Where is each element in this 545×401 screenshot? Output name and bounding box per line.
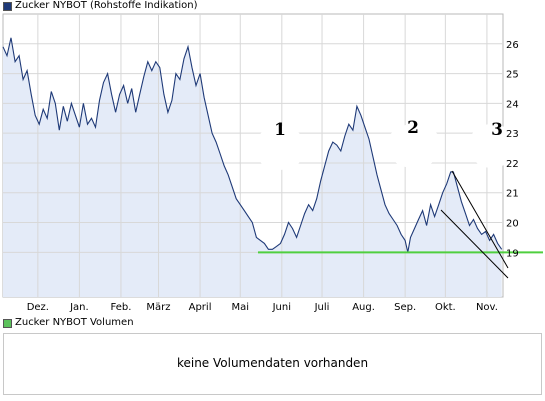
volume-legend-swatch — [3, 319, 12, 328]
x-tick-label: Okt. — [435, 302, 456, 313]
price-area — [3, 37, 502, 298]
volume-panel: keine Volumendaten vorhanden — [3, 333, 542, 395]
x-tick-label: Juli — [314, 302, 330, 313]
x-tick-label: April — [189, 302, 212, 313]
annotation-2-backdrop — [386, 124, 442, 168]
volume-empty-message: keine Volumendaten vorhanden — [176, 356, 369, 370]
x-tick-label: Dez. — [27, 302, 49, 313]
annotation-3-backdrop — [468, 124, 516, 168]
x-tick-label: März — [146, 302, 170, 313]
x-tick-label: Aug. — [352, 302, 375, 313]
x-tick-label: Juni — [272, 302, 291, 313]
volume-legend-label: Zucker NYBOT Volumen — [15, 317, 134, 328]
y-tick-label: 19 — [506, 248, 519, 259]
x-tick-label: Nov. — [476, 302, 498, 313]
y-tick-label: 20 — [506, 219, 519, 230]
y-tick-label: 21 — [506, 189, 519, 200]
trend-line-upper — [451, 170, 509, 269]
x-tick-label: Sep. — [394, 302, 416, 313]
annotation-1-backdrop — [254, 126, 306, 170]
y-tick-label: 23 — [506, 129, 519, 140]
x-tick-label: Feb. — [111, 302, 132, 313]
annotation-3: 3 — [491, 120, 503, 140]
x-tick-label: Jan. — [69, 302, 89, 313]
price-legend-swatch — [3, 2, 12, 11]
y-tick-label: 24 — [506, 99, 519, 110]
price-line — [2, 37, 503, 253]
x-tick-label: Mai — [231, 302, 249, 313]
y-tick-label: 26 — [506, 40, 519, 51]
annotation-1: 1 — [274, 120, 286, 140]
trend-line-lower — [440, 209, 509, 279]
y-tick-label: 22 — [506, 159, 519, 170]
y-tick-label: 25 — [506, 70, 519, 81]
price-legend-label: Zucker NYBOT (Rohstoffe Indikation) — [15, 0, 198, 11]
annotation-2: 2 — [407, 118, 419, 138]
